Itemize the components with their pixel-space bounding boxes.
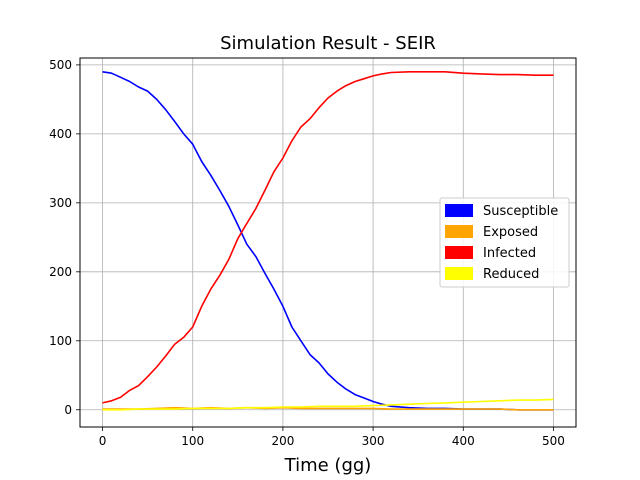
legend: Susceptible Exposed Infected Reduced bbox=[439, 197, 570, 288]
legend-label-reduced: Reduced bbox=[483, 267, 539, 282]
y-tick-label: 400 bbox=[49, 127, 72, 141]
chart-title: Simulation Result - SEIR bbox=[220, 33, 436, 54]
series-line-infected bbox=[102, 71, 554, 404]
legend-swatch-infected bbox=[445, 246, 473, 259]
legend-label-infected: Infected bbox=[483, 246, 536, 261]
x-tick-label: 0 bbox=[99, 434, 107, 448]
x-tick-label: 500 bbox=[542, 434, 565, 448]
legend-box bbox=[439, 197, 570, 288]
x-axis-label: Time (gg) bbox=[284, 455, 372, 476]
legend-swatch-susceptible bbox=[445, 204, 473, 217]
series-line-exposed bbox=[102, 406, 554, 411]
y-tick-label: 500 bbox=[49, 58, 72, 72]
legend-swatch-exposed bbox=[445, 225, 473, 238]
y-tick-label: 200 bbox=[49, 265, 72, 279]
series-line-reduced bbox=[102, 398, 554, 411]
x-tick-label: 400 bbox=[452, 434, 475, 448]
series-layer bbox=[102, 71, 554, 411]
legend-label-exposed: Exposed bbox=[483, 225, 538, 240]
y-tick-label: 0 bbox=[64, 403, 72, 417]
legend-swatch-reduced bbox=[445, 267, 473, 280]
legend-label-susceptible: Susceptible bbox=[483, 204, 558, 219]
x-tick-label: 300 bbox=[362, 434, 385, 448]
y-axis-ticks: 0 100 200 300 400 500 bbox=[49, 58, 80, 417]
x-axis-ticks: 0 100 200 300 400 500 bbox=[99, 427, 565, 448]
plot-frame bbox=[79, 57, 577, 428]
x-tick-label: 200 bbox=[271, 434, 294, 448]
y-tick-label: 100 bbox=[49, 334, 72, 348]
y-tick-label: 300 bbox=[49, 196, 72, 210]
x-tick-label: 100 bbox=[181, 434, 204, 448]
